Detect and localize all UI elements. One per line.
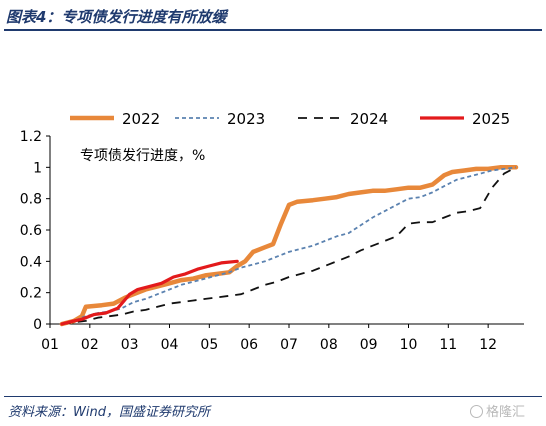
watermark-logo-icon (470, 405, 483, 418)
y-tick-label: 1 (33, 160, 42, 176)
y-tick-label: 0 (33, 317, 42, 333)
x-tick-label: 06 (240, 337, 258, 353)
x-tick-label: 02 (81, 337, 99, 353)
series-line-2025 (60, 259, 239, 326)
legend-label-2024: 2024 (350, 110, 388, 128)
x-tick-label: 04 (161, 337, 179, 353)
x-tick-label: 05 (200, 337, 218, 353)
chart-axes: 0 0.2 0.4 0.6 0.8 1 1.2 01 02 03 04 05 06 07 08 09 10 11 1… (20, 129, 524, 353)
watermark-text: 格隆汇 (486, 405, 526, 420)
header: 图表4：专项债发行进度有所放缓 (0, 0, 546, 31)
x-tick-label: 08 (320, 337, 338, 353)
y-tick-label: 0.8 (20, 192, 42, 208)
chart-legend: 2022 2023 2024 2025 (70, 110, 510, 128)
chart-annotation: 专项债发行进度，% (80, 148, 205, 164)
x-tick-label: 09 (360, 337, 378, 353)
footer-divider (4, 396, 542, 397)
watermark: 格隆汇 (470, 401, 525, 420)
series-line-2023 (61, 166, 517, 325)
x-tick-label: 07 (280, 337, 298, 353)
header-divider (4, 29, 542, 31)
x-tick-label: 01 (41, 337, 59, 353)
chart-title: 图表4：专项债发行进度有所放缓 (6, 8, 227, 26)
x-tick-label: 12 (479, 337, 497, 353)
line-chart: 0 0.2 0.4 0.6 0.8 1 1.2 01 02 03 04 05 06 07 08 09 10 11 1… (20, 110, 524, 353)
chart-series (59, 165, 519, 327)
x-tick-label: 10 (400, 337, 418, 353)
x-tick-label: 03 (121, 337, 139, 353)
y-tick-label: 0.6 (20, 223, 42, 239)
source-note: 资料来源：Wind，国盛证券研究所 (8, 405, 210, 420)
legend-label-2022: 2022 (122, 110, 160, 128)
legend-label-2025: 2025 (472, 110, 510, 128)
y-tick-label: 0.2 (20, 286, 42, 302)
y-tick-label: 0.4 (20, 254, 42, 270)
series-line-2024 (61, 166, 517, 325)
x-tick-label: 11 (439, 337, 457, 353)
y-tick-label: 1.2 (20, 129, 42, 145)
series-line-2022 (59, 165, 519, 327)
legend-label-2023: 2023 (227, 110, 265, 128)
